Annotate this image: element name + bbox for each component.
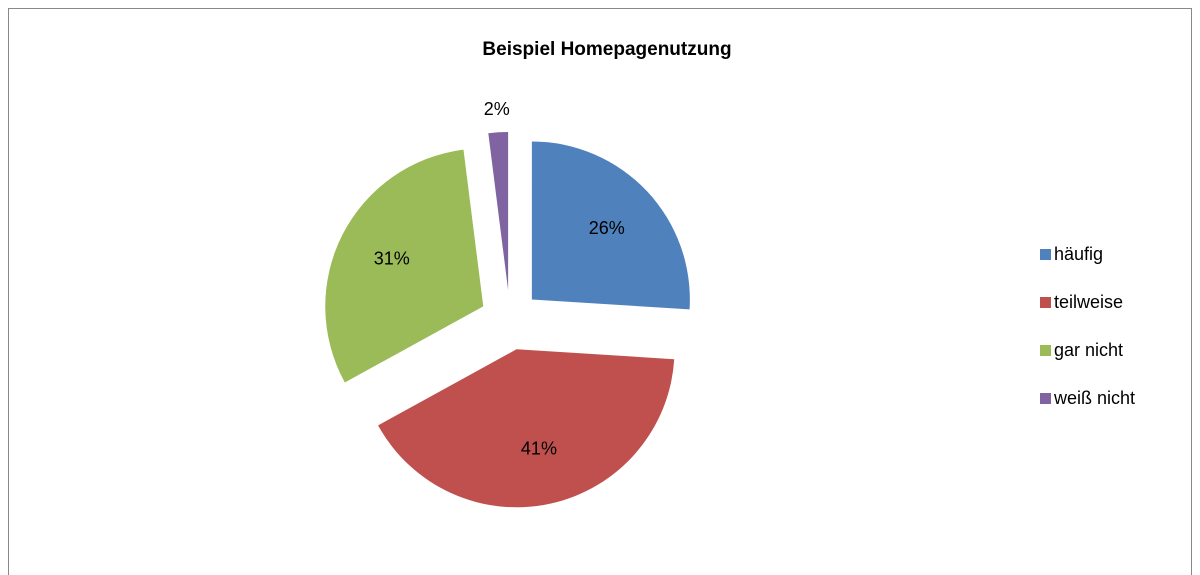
legend-label: weiß nicht xyxy=(1053,388,1135,408)
pie-slice xyxy=(531,141,690,310)
legend-label: teilweise xyxy=(1054,292,1123,312)
legend-swatch xyxy=(1040,249,1051,260)
pie-slice xyxy=(325,149,484,383)
data-label: 26% xyxy=(589,218,625,238)
pie-slice xyxy=(488,132,509,291)
pie-slice xyxy=(378,349,675,508)
data-label: 31% xyxy=(374,249,410,269)
legend-swatch xyxy=(1040,297,1051,308)
data-label: 2% xyxy=(484,99,510,119)
legend-label: gar nicht xyxy=(1054,340,1123,360)
legend-swatch xyxy=(1040,345,1051,356)
legend-label: häufig xyxy=(1054,244,1103,264)
chart-title: Beispiel Homepagenutzung xyxy=(482,39,731,60)
data-label: 41% xyxy=(521,438,557,458)
legend-swatch xyxy=(1040,393,1051,404)
